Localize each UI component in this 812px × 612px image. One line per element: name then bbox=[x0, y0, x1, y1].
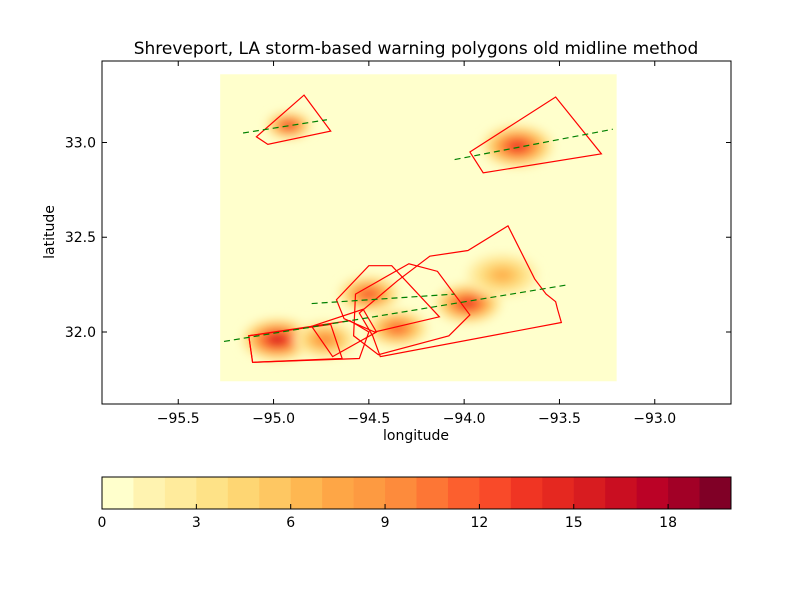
colorbar-segment bbox=[259, 477, 292, 509]
colorbar-segment bbox=[447, 477, 480, 509]
colorbar-segment bbox=[699, 477, 732, 509]
colorbar-segment bbox=[385, 477, 417, 509]
hotspot bbox=[337, 275, 400, 313]
hotspot-level bbox=[275, 338, 280, 341]
x-tick-label: −95.0 bbox=[252, 411, 295, 427]
colorbar-segment bbox=[542, 477, 575, 509]
hotspot-level bbox=[465, 302, 471, 305]
y-axis-label: latitude bbox=[42, 205, 58, 259]
warning-polygon-nw-cell bbox=[255, 94, 332, 146]
hotspot-level bbox=[321, 337, 329, 342]
x-tick-label: −94.5 bbox=[347, 411, 390, 427]
colorbar-frame bbox=[101, 476, 732, 510]
plot-area bbox=[220, 74, 617, 382]
warning-polygon-se-big bbox=[358, 225, 563, 358]
colorbar-segment bbox=[227, 477, 260, 509]
midline-nw-midline bbox=[242, 119, 328, 134]
chart-title: Shreveport, LA storm-based warning polyg… bbox=[134, 39, 699, 59]
x-tick-label: −94.0 bbox=[443, 411, 486, 427]
colorbar-segment bbox=[636, 477, 669, 509]
midline-ne-midline bbox=[454, 128, 613, 161]
colorbar-tick-label: 0 bbox=[98, 515, 107, 531]
x-axis-label: longitude bbox=[383, 428, 449, 444]
colorbar: 0 3 6 9 12 15 18 bbox=[98, 476, 732, 531]
x-tick-label: −95.5 bbox=[157, 411, 200, 427]
colorbar-segment bbox=[573, 477, 606, 509]
hotspot-level bbox=[497, 272, 508, 279]
colorbar-segment bbox=[353, 477, 386, 509]
colorbar-segment bbox=[322, 477, 355, 509]
hotspot-level bbox=[366, 292, 372, 296]
colorbar-tick-label: 12 bbox=[470, 515, 488, 531]
y-tick-label: 32.0 bbox=[65, 325, 96, 341]
x-tick-label: −93.0 bbox=[633, 411, 676, 427]
colorbar-segment bbox=[164, 477, 197, 509]
hotspot bbox=[366, 309, 429, 347]
y-axis: 32.0 32.5 33.0 bbox=[65, 135, 731, 341]
hotspot bbox=[265, 111, 312, 140]
hotspot bbox=[466, 253, 539, 297]
warning-polygon-mid-2 bbox=[335, 265, 441, 333]
colorbar-segment bbox=[510, 477, 543, 509]
colorbar-segment bbox=[133, 477, 166, 509]
y-tick-label: 32.5 bbox=[65, 230, 96, 246]
midline-s-midline-1 bbox=[223, 284, 570, 343]
midlines bbox=[223, 119, 613, 343]
colorbar-tick-label: 3 bbox=[192, 515, 201, 531]
y-tick-label: 33.0 bbox=[65, 135, 96, 151]
colorbar-segment bbox=[668, 477, 701, 509]
colorbar-segment bbox=[605, 477, 638, 509]
colorbar-segment bbox=[416, 477, 449, 509]
colorbar-tick-label: 15 bbox=[565, 515, 583, 531]
colorbar-tick-label: 18 bbox=[659, 515, 677, 531]
plot-frame bbox=[101, 60, 732, 405]
hotspot bbox=[294, 321, 356, 358]
colorbar-segment bbox=[290, 477, 323, 509]
colorbar-segment bbox=[102, 477, 134, 509]
colorbar-tick-label: 6 bbox=[286, 515, 295, 531]
x-tick-label: −93.5 bbox=[538, 411, 581, 427]
warning-polygon-ne-cell bbox=[469, 96, 603, 174]
midline-s-midline-2 bbox=[311, 293, 455, 305]
x-axis: −95.5 −95.0 −94.5 −94.0 −93.5 −93.0 bbox=[157, 61, 676, 427]
colorbar-segment bbox=[196, 477, 229, 509]
warning-polygon-mid-3 bbox=[352, 263, 471, 356]
hotspot bbox=[481, 124, 554, 168]
colorbar-segment bbox=[479, 477, 512, 509]
warning-polygons bbox=[248, 94, 603, 363]
colorbar-tick-label: 9 bbox=[381, 515, 390, 531]
